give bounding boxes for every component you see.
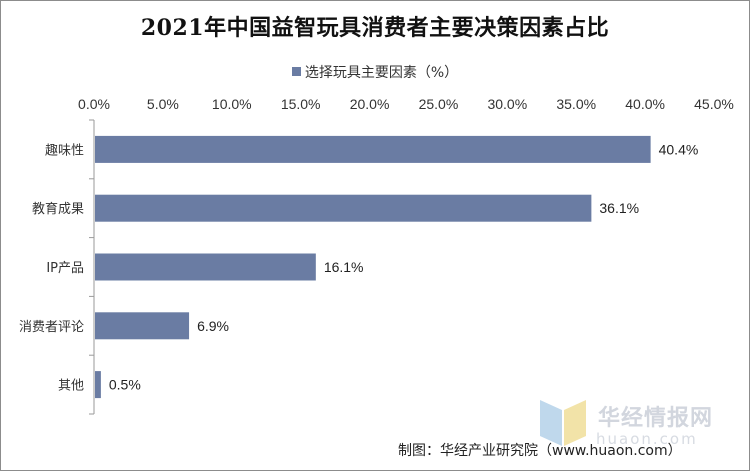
category-label: 其他 <box>58 379 84 394</box>
x-tick-label: 45.0% <box>694 96 734 112</box>
legend-swatch <box>291 67 301 76</box>
x-tick-label: 35.0% <box>556 96 596 112</box>
bars <box>95 135 651 399</box>
x-tick-label: 25.0% <box>419 96 459 112</box>
x-tick-label: 40.0% <box>625 96 665 112</box>
bar <box>95 194 592 222</box>
watermark: 华经情报网 huaon.com <box>540 400 740 450</box>
category-label: 消费者评论 <box>19 320 84 335</box>
data-label: 0.5% <box>109 377 141 393</box>
bar <box>95 253 316 281</box>
x-tick-label: 15.0% <box>281 96 321 112</box>
x-axis-ticks: 0.0% 5.0% 10.0% 15.0% 20.0% 25.0% 30.0% 35.0% 40… <box>78 96 734 112</box>
data-label: 40.4% <box>659 141 699 157</box>
data-label: 36.1% <box>599 200 639 216</box>
legend-label: 选择玩具主要因素（%） <box>304 65 459 81</box>
watermark-name: 华经情报网 <box>598 406 714 431</box>
data-labels: 40.4% 36.1% 16.1% 6.9% 0.5% <box>109 141 698 392</box>
source-note: 制图：华经产业研究院（www.huaon.com） <box>398 443 682 459</box>
x-tick-label: 30.0% <box>487 96 527 112</box>
legend: 选择玩具主要因素（%） <box>0 62 750 82</box>
data-label: 16.1% <box>324 259 364 275</box>
x-tick-label: 20.0% <box>350 96 390 112</box>
category-label: 趣味性 <box>45 143 84 158</box>
y-axis <box>89 119 95 415</box>
chart-title: 2021年中国益智玩具消费者主要决策因素占比 <box>140 15 610 41</box>
category-label: 教育成果 <box>32 201 84 217</box>
watermark-logo-icon <box>540 400 586 446</box>
category-label: IP产品 <box>46 261 84 276</box>
bar <box>95 371 101 399</box>
x-tick-label: 5.0% <box>147 96 179 112</box>
watermark-url: huaon.com <box>596 430 698 448</box>
x-tick-label: 10.0% <box>212 96 252 112</box>
x-tick-label: 0.0% <box>78 96 110 112</box>
bar <box>95 135 651 163</box>
bar <box>95 312 190 340</box>
data-label: 6.9% <box>197 318 229 334</box>
